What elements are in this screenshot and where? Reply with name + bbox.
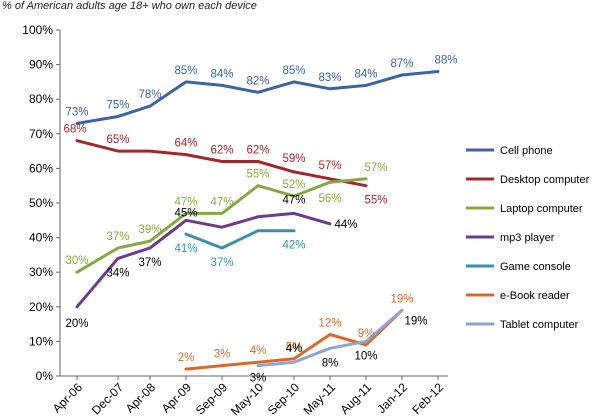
data-label: 83% — [318, 72, 341, 84]
data-label: 85% — [174, 65, 197, 77]
legend-label: Desktop computer — [500, 174, 590, 186]
data-label: 30% — [65, 255, 88, 267]
data-label: 10% — [354, 350, 377, 362]
data-label: 57% — [364, 162, 387, 174]
series-line-e-book-reader — [184, 308, 404, 371]
data-label: 47% — [282, 194, 305, 206]
legend-label: e-Book reader — [500, 290, 570, 302]
series-line-cell-phone — [75, 70, 440, 125]
y-tick-label: 10% — [29, 334, 53, 348]
data-label: 78% — [138, 89, 161, 101]
data-label: 20% — [65, 318, 88, 330]
x-tick-label: Apr-09 — [159, 380, 195, 416]
x-tick-label: May-10 — [228, 380, 266, 418]
data-label: 68% — [63, 124, 86, 136]
y-tick-label: 60% — [29, 161, 53, 175]
y-tick-label: 100% — [22, 23, 53, 37]
y-tick-label: 0% — [36, 369, 54, 383]
data-label: 2% — [178, 352, 195, 364]
data-label: 52% — [282, 179, 305, 191]
legend-label: Cell phone — [500, 145, 553, 157]
data-label: 45% — [174, 207, 197, 219]
data-label: 85% — [282, 65, 305, 77]
data-label: 64% — [174, 138, 197, 150]
data-labels: 73% 75% 78% 85% 84% 82% 85% 83% 84% 87% 88% 68% 65% 6… — [63, 55, 457, 385]
data-label: 84% — [210, 68, 233, 80]
series-line-game-console — [184, 229, 296, 250]
chart-subtitle: % of American adults age 18+ who own eac… — [2, 0, 257, 12]
y-tick-label: 20% — [29, 300, 53, 314]
x-tick-label: Aug-11 — [337, 380, 374, 417]
data-label: 37% — [210, 257, 233, 269]
data-label: 65% — [106, 134, 129, 146]
y-tick-label: 50% — [29, 196, 53, 210]
data-label: 9% — [358, 328, 375, 340]
series-line-mp3-player — [75, 211, 332, 309]
data-label: 37% — [138, 257, 161, 269]
data-label: 19% — [390, 293, 413, 305]
legend-label: mp3 player — [500, 232, 555, 244]
data-label: 8% — [322, 357, 339, 369]
data-label: 41% — [174, 243, 197, 255]
data-label: 44% — [334, 219, 357, 231]
legend-label: Tablet computer — [500, 319, 579, 331]
y-tick-label: 80% — [29, 92, 53, 106]
x-tick-label: Feb-12 — [409, 380, 446, 417]
data-label: 84% — [354, 68, 377, 80]
data-label: 4% — [250, 345, 267, 357]
series-line-laptop-computer — [75, 177, 368, 274]
x-tick-label: Apr-08 — [123, 380, 159, 416]
data-label: 88% — [434, 55, 457, 67]
series-line-desktop-computer — [75, 139, 368, 188]
legend-label: Laptop computer — [500, 203, 583, 215]
data-label: 47% — [210, 196, 233, 208]
data-label: 55% — [364, 195, 387, 207]
data-label: 75% — [106, 100, 129, 112]
data-label: 62% — [246, 144, 269, 156]
y-tick-label: 30% — [29, 265, 53, 279]
series-line-tablet-computer — [256, 308, 404, 368]
data-label: 62% — [210, 144, 233, 156]
y-tick-label: 40% — [29, 231, 53, 245]
data-label: 19% — [404, 315, 427, 327]
data-label: 42% — [282, 240, 305, 252]
y-tick-label: 70% — [29, 127, 53, 141]
data-label: 57% — [318, 160, 341, 172]
data-label: 82% — [246, 75, 269, 87]
data-label: 39% — [138, 224, 161, 236]
data-label: 55% — [246, 169, 269, 181]
data-label: 5% — [286, 342, 303, 354]
data-label: 12% — [318, 317, 341, 329]
legend-label: Game console — [500, 261, 571, 273]
data-label: 73% — [65, 106, 88, 118]
x-tick-label: May-11 — [301, 380, 339, 418]
data-label: 3% — [214, 349, 231, 361]
data-label: 59% — [282, 153, 305, 165]
data-label: 56% — [318, 193, 341, 205]
x-tick-label: Sep-10 — [265, 380, 302, 417]
data-label: 34% — [106, 267, 129, 279]
y-tick-label: 90% — [29, 58, 53, 72]
data-label: 4% — [286, 343, 303, 355]
x-tick-label: Sep-09 — [193, 380, 230, 417]
x-tick-label: Dec-07 — [89, 380, 126, 417]
data-label: 87% — [390, 58, 413, 70]
x-tick-label: Jan-12 — [374, 380, 410, 416]
y-axis-ticks: 0% 10% 20% 30% 40% 50% 60% 70% 80% 90% 100% — [22, 23, 60, 383]
x-tick-label: Apr-06 — [50, 380, 86, 416]
series-lines — [75, 70, 440, 371]
data-label: 47% — [174, 196, 197, 208]
data-label: 37% — [106, 231, 129, 243]
legend: Cell phone Desktop computer Laptop compute… — [466, 145, 590, 331]
data-label: 3% — [250, 373, 267, 385]
